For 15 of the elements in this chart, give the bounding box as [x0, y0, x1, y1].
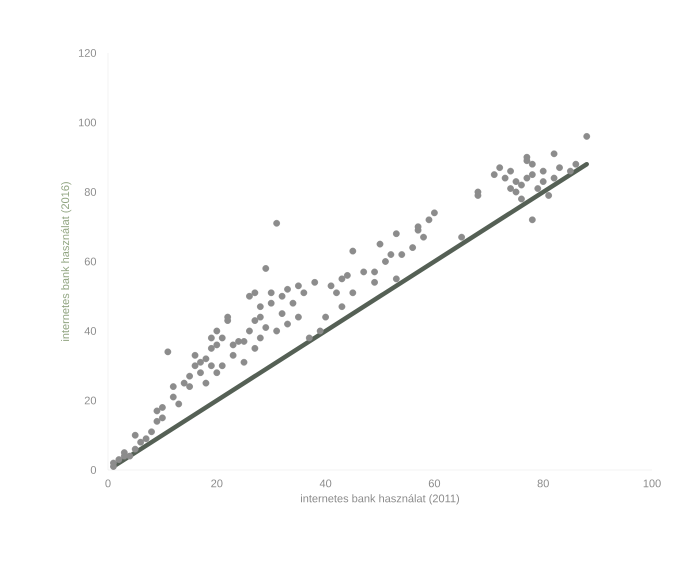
y-axis-title: internetes bank használat (2016) — [60, 182, 72, 341]
y-tick-label: 0 — [90, 466, 96, 474]
x-axis-title: internetes bank használat (2011) — [301, 494, 460, 505]
y-tick-label: 40 — [84, 327, 96, 335]
y-tick-label: 20 — [84, 396, 96, 404]
x-tick-label: 40 — [320, 480, 332, 488]
x-tick-label: 80 — [538, 480, 549, 488]
y-tick-label: 60 — [84, 258, 96, 266]
y-tick-label: 80 — [84, 188, 96, 196]
x-tick-label: 100 — [644, 480, 661, 488]
y-tick-label: 100 — [78, 118, 96, 126]
x-tick-label: 0 — [105, 480, 111, 488]
y-tick-label: 120 — [78, 49, 96, 57]
x-tick-label: 60 — [428, 480, 440, 488]
x-tick-label: 20 — [211, 480, 222, 488]
